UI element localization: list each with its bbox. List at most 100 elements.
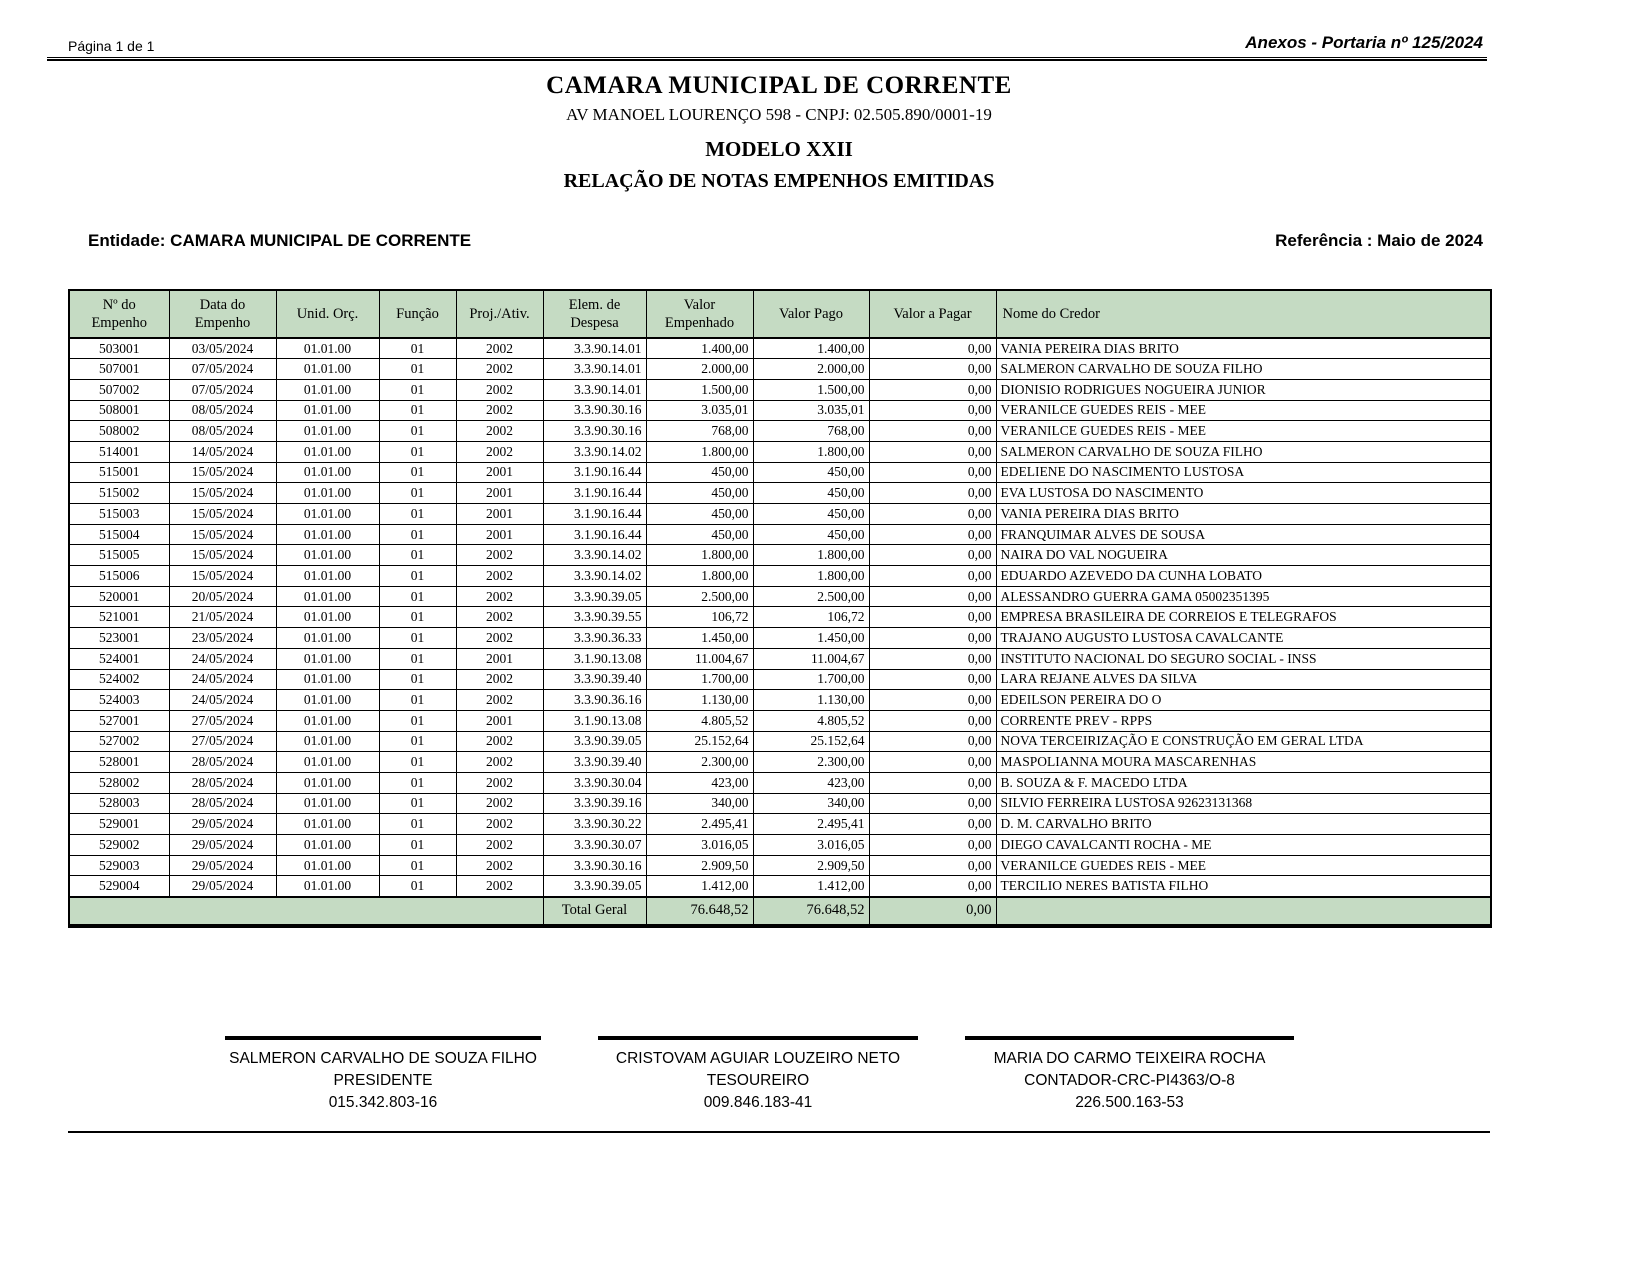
empenho-cell: 15/05/2024: [168, 503, 277, 525]
empenho-cell: 2002: [455, 834, 544, 856]
signature-name: MARIA DO CARMO TEIXEIRA ROCHA: [993, 1050, 1266, 1067]
empenho-cell: 529001: [68, 813, 170, 835]
entity-line: Entidade: CAMARA MUNICIPAL DE CORRENTE R…: [88, 231, 1483, 251]
empenho-cell: 3.035,01: [752, 399, 870, 422]
empenho-cell: 0,00: [868, 709, 997, 732]
empenho-cell: 01: [378, 689, 457, 711]
empenho-cell: 2002: [455, 337, 544, 360]
empenho-cell: 3.3.90.14.01: [542, 337, 647, 360]
empenho-cell: 507002: [68, 378, 170, 401]
empenho-cell: 01: [378, 358, 457, 380]
signature-block-tesoureiro: CRISTOVAM AGUIAR LOUZEIRO NETO TESOUREIR…: [598, 1036, 918, 1114]
empenho-cell: 3.3.90.30.07: [542, 834, 647, 856]
empenho-cell: 1.130,00: [752, 689, 870, 711]
empenho-cell: 521001: [68, 606, 170, 629]
empenho-cell: D. M. CARVALHO BRITO: [995, 813, 1492, 835]
empenho-cell: 4.805,52: [645, 709, 754, 732]
empenho-cell: INSTITUTO NACIONAL DO SEGURO SOCIAL - IN…: [995, 647, 1492, 670]
empenho-cell: 0,00: [868, 647, 997, 670]
empenhos-table: Nº do Empenho Data do Empenho Unid. Orç.…: [68, 289, 1492, 928]
empenho-row: 528002 28/05/2024 01.01.00 01 2002 3.3.90.30.…: [68, 771, 1492, 794]
table-header: Nº do Empenho Data do Empenho Unid. Orç.…: [68, 289, 1492, 339]
empenho-cell: FRANQUIMAR ALVES DE SOUSA: [995, 523, 1492, 546]
empenho-cell: 0,00: [868, 606, 997, 629]
empenho-cell: 29/05/2024: [168, 834, 277, 856]
empenho-cell: 01.01.00: [275, 461, 380, 484]
empenho-row: 529004 29/05/2024 01.01.00 01 2002 3.3.90.39.…: [68, 875, 1492, 898]
empenho-row: 515006 15/05/2024 01.01.00 01 2002 3.3.90.14.…: [68, 565, 1492, 587]
empenho-cell: 01.01.00: [275, 834, 380, 856]
total-valor-pago: 76.648,52: [752, 895, 870, 927]
bottom-divider: [68, 1131, 1490, 1133]
empenho-cell: 2002: [455, 565, 544, 587]
empenho-cell: 0,00: [868, 420, 997, 442]
empenho-cell: 01: [378, 420, 457, 442]
report-headings: CAMARA MUNICIPAL DE CORRENTE AV MANOEL L…: [68, 72, 1490, 193]
empenho-cell: 0,00: [868, 854, 997, 877]
empenho-cell: VERANILCE GUEDES REIS - MEE: [995, 420, 1492, 442]
empenho-cell: 2002: [455, 813, 544, 835]
empenho-cell: 01.01.00: [275, 730, 380, 753]
empenho-cell: 29/05/2024: [168, 813, 277, 835]
empenho-cell: 01.01.00: [275, 440, 380, 463]
signature-role: PRESIDENTE: [333, 1072, 433, 1089]
total-credor-empty: [995, 895, 1492, 927]
empenho-cell: 3.3.90.30.16: [542, 420, 647, 442]
empenho-row: 503001 03/05/2024 01.01.00 01 2002 3.3.90.14.…: [68, 337, 1492, 360]
empenhos-table-body: 503001 03/05/2024 01.01.00 01 2002 3.3.90.14.…: [68, 337, 1492, 898]
empenho-cell: 01: [378, 503, 457, 525]
top-divider: [47, 57, 1487, 61]
col-header-numero-empenho: Nº do Empenho: [68, 289, 170, 339]
empenho-cell: 0,00: [868, 482, 997, 504]
empenho-cell: 2002: [455, 358, 544, 380]
empenho-cell: 3.1.90.16.44: [542, 482, 647, 504]
empenho-cell: 01.01.00: [275, 337, 380, 360]
empenho-cell: 2002: [455, 544, 544, 567]
empenho-cell: 2002: [455, 730, 544, 753]
reference-label: Referência : Maio de 2024: [1275, 231, 1483, 250]
empenho-cell: 01: [378, 647, 457, 670]
empenho-cell: 520001: [68, 585, 170, 608]
empenho-cell: 3.3.90.30.16: [542, 854, 647, 877]
empenho-cell: VANIA PEREIRA DIAS BRITO: [995, 503, 1492, 525]
empenho-row: 521001 21/05/2024 01.01.00 01 2002 3.3.90.39.…: [68, 606, 1492, 629]
empenho-cell: 28/05/2024: [168, 792, 277, 815]
empenho-cell: 0,00: [868, 461, 997, 484]
empenho-cell: 01: [378, 378, 457, 401]
empenho-row: 524003 24/05/2024 01.01.00 01 2002 3.3.90.36.…: [68, 689, 1492, 711]
empenho-cell: 01: [378, 337, 457, 360]
empenho-cell: 2.000,00: [645, 358, 754, 380]
empenho-cell: 450,00: [752, 503, 870, 525]
empenho-cell: 2002: [455, 792, 544, 815]
empenho-cell: DIEGO CAVALCANTI ROCHA - ME: [995, 834, 1492, 856]
empenho-cell: EDEILSON PEREIRA DO O: [995, 689, 1492, 711]
col-header-data-empenho: Data do Empenho: [168, 289, 277, 339]
empenho-row: 529002 29/05/2024 01.01.00 01 2002 3.3.90.30.…: [68, 834, 1492, 856]
empenho-cell: EVA LUSTOSA DO NASCIMENTO: [995, 482, 1492, 504]
empenho-cell: 515002: [68, 482, 170, 504]
empenho-cell: 450,00: [645, 523, 754, 546]
empenho-cell: 508001: [68, 399, 170, 422]
empenho-cell: 528003: [68, 792, 170, 815]
empenho-cell: 3.3.90.14.02: [542, 544, 647, 567]
empenho-cell: 0,00: [868, 399, 997, 422]
empenho-cell: 01.01.00: [275, 813, 380, 835]
empenho-cell: 0,00: [868, 337, 997, 360]
empenho-row: 515002 15/05/2024 01.01.00 01 2001 3.1.90.16.…: [68, 482, 1492, 504]
empenho-cell: 01.01.00: [275, 420, 380, 442]
empenho-cell: 3.1.90.16.44: [542, 503, 647, 525]
empenho-cell: 28/05/2024: [168, 771, 277, 794]
empenho-cell: 450,00: [752, 482, 870, 504]
col-header-unid-orc: Unid. Orç.: [275, 289, 380, 339]
empenho-cell: 1.800,00: [752, 544, 870, 567]
empenho-cell: 423,00: [645, 771, 754, 794]
empenho-cell: SILVIO FERREIRA LUSTOSA 92623131368: [995, 792, 1492, 815]
empenho-cell: 25.152,64: [752, 730, 870, 753]
empenho-cell: 527002: [68, 730, 170, 753]
empenho-cell: 2002: [455, 689, 544, 711]
empenho-cell: 01.01.00: [275, 378, 380, 401]
empenho-cell: 3.1.90.16.44: [542, 461, 647, 484]
empenho-cell: 1.700,00: [645, 668, 754, 691]
empenho-cell: 01.01.00: [275, 771, 380, 794]
empenho-cell: 27/05/2024: [168, 709, 277, 732]
